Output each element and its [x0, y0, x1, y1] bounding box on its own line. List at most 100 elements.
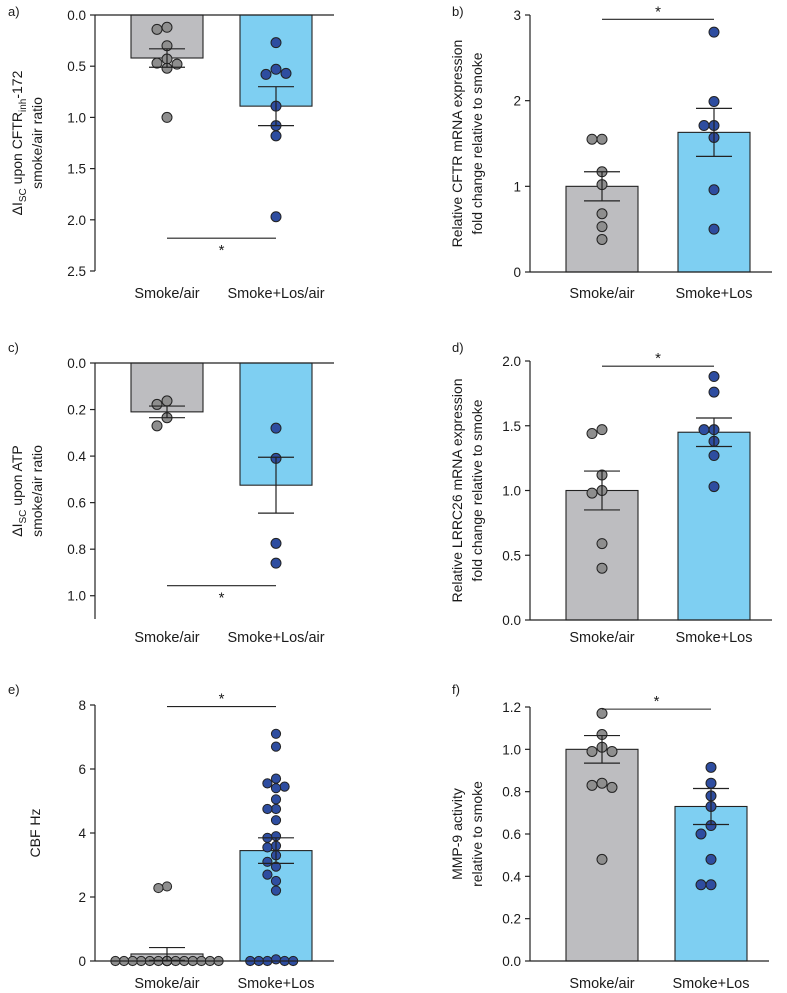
- y-tick-label: 2: [513, 94, 521, 109]
- data-point: [262, 803, 273, 815]
- data-point: [606, 745, 618, 757]
- data-point: [708, 223, 720, 235]
- y-tick-label: 0.6: [67, 496, 86, 511]
- data-point: [153, 882, 164, 894]
- chart-panel-6: f) 0.0 0.2 0.4 0.6 0.8 1.0 1.2 Smoke/air Smoke+Lo…: [449, 682, 769, 992]
- data-point: [708, 96, 720, 108]
- data-point: [698, 424, 710, 436]
- y-tick-label: 0.5: [67, 59, 86, 74]
- chart-panel-2: b) 0 1 2 3 Smoke/air Smoke+Los Relative CFTR mR…: [449, 3, 772, 302]
- significance-star: *: [655, 3, 661, 20]
- data-point: [705, 761, 717, 773]
- data-point: [708, 386, 720, 398]
- y-tick-label: 1.2: [502, 700, 521, 715]
- data-point: [270, 803, 282, 815]
- data-point: [270, 130, 282, 142]
- significance-star: *: [219, 691, 225, 708]
- y-axis-label: fold change relative to smoke: [469, 52, 485, 234]
- y-axis-label: ΔISC​ upon ATP: [9, 445, 29, 537]
- data-point: [606, 781, 618, 793]
- y-tick-label: 0.0: [67, 8, 86, 23]
- data-point: [270, 741, 282, 752]
- panel-label: e): [8, 682, 20, 697]
- data-point: [270, 815, 282, 826]
- panel-label: a): [8, 4, 20, 19]
- category-label: Smoke/air: [134, 976, 199, 992]
- data-point: [161, 21, 173, 33]
- data-point: [705, 879, 717, 891]
- significance-star: *: [219, 242, 225, 259]
- data-point: [260, 68, 272, 80]
- data-point: [262, 856, 273, 867]
- y-tick-label: 0.6: [502, 827, 521, 842]
- data-point: [596, 221, 608, 233]
- y-axis-label: relative to smoke: [469, 781, 485, 887]
- data-point: [151, 398, 163, 410]
- data-point: [586, 779, 598, 791]
- y-tick-label: 0.5: [502, 548, 521, 563]
- y-tick-label: 1: [513, 179, 521, 194]
- data-point: [161, 881, 173, 892]
- chart-panel-3: c) 0.0 0.2 0.4 0.6 0.8 1.0 Smoke/air Smoke+Los/a…: [8, 340, 334, 646]
- y-tick-label: 2.5: [67, 264, 86, 279]
- panel-label: d): [452, 340, 464, 355]
- data-point: [695, 828, 707, 840]
- data-point: [270, 37, 282, 49]
- data-point: [586, 487, 598, 499]
- data-point: [596, 562, 608, 574]
- y-axis-label: Relative LRRC26 mRNA expression: [449, 378, 465, 602]
- bar-smoke-air: [565, 489, 639, 621]
- data-point: [161, 111, 173, 123]
- significance-star: *: [219, 590, 225, 607]
- data-point: [280, 67, 292, 79]
- data-point: [270, 211, 282, 223]
- panel-label: c): [8, 340, 19, 355]
- y-tick-label: 6: [78, 762, 86, 777]
- data-point: [270, 63, 282, 75]
- data-point: [708, 450, 720, 462]
- data-point: [279, 781, 290, 792]
- y-tick-label: 0: [513, 265, 521, 280]
- bar-smoke-los: [677, 431, 751, 621]
- category-label: Smoke+Los: [676, 286, 753, 302]
- data-point: [705, 853, 717, 865]
- data-point: [151, 420, 163, 432]
- y-tick-label: 0.2: [502, 912, 521, 927]
- category-label: Smoke/air: [134, 286, 199, 302]
- data-point: [695, 879, 707, 891]
- y-tick-label: 2: [78, 890, 86, 905]
- y-tick-label: 1.0: [502, 742, 521, 757]
- data-point: [586, 428, 598, 440]
- chart-panel-5: e) 0 2 4 6 8 Smoke/air Smoke+Los CBF Hz *: [8, 682, 334, 992]
- significance-star: *: [654, 693, 660, 710]
- data-point: [708, 481, 720, 493]
- data-point: [270, 875, 282, 887]
- chart-panel-1: a) 0.0 0.5 1.0 1.5 2.0 2.5 Smoke/air Smoke+Los/a…: [8, 4, 334, 302]
- data-point: [270, 885, 282, 896]
- data-point: [270, 537, 282, 549]
- significance-star: *: [655, 350, 661, 367]
- y-axis-label: Relative CFTR mRNA expression: [449, 40, 465, 248]
- data-point: [262, 778, 273, 789]
- data-point: [270, 954, 282, 965]
- data-point: [586, 133, 598, 145]
- panel-label: b): [452, 4, 464, 19]
- data-point: [262, 842, 273, 853]
- data-point: [596, 133, 608, 145]
- category-label: Smoke/air: [134, 630, 199, 646]
- y-tick-label: 4: [78, 826, 86, 841]
- y-axis-label: CBF Hz: [27, 809, 43, 858]
- y-tick-label: 1.0: [67, 589, 86, 604]
- data-point: [586, 745, 598, 757]
- y-tick-label: 0.0: [67, 356, 86, 371]
- data-point: [596, 208, 608, 220]
- data-point: [708, 184, 720, 196]
- y-axis-label: smoke/air ratio: [29, 445, 45, 537]
- data-point: [270, 783, 282, 794]
- data-point: [596, 853, 608, 865]
- data-point: [270, 773, 282, 784]
- data-point: [270, 557, 282, 569]
- panel-label: f): [452, 682, 460, 697]
- data-point: [161, 395, 173, 407]
